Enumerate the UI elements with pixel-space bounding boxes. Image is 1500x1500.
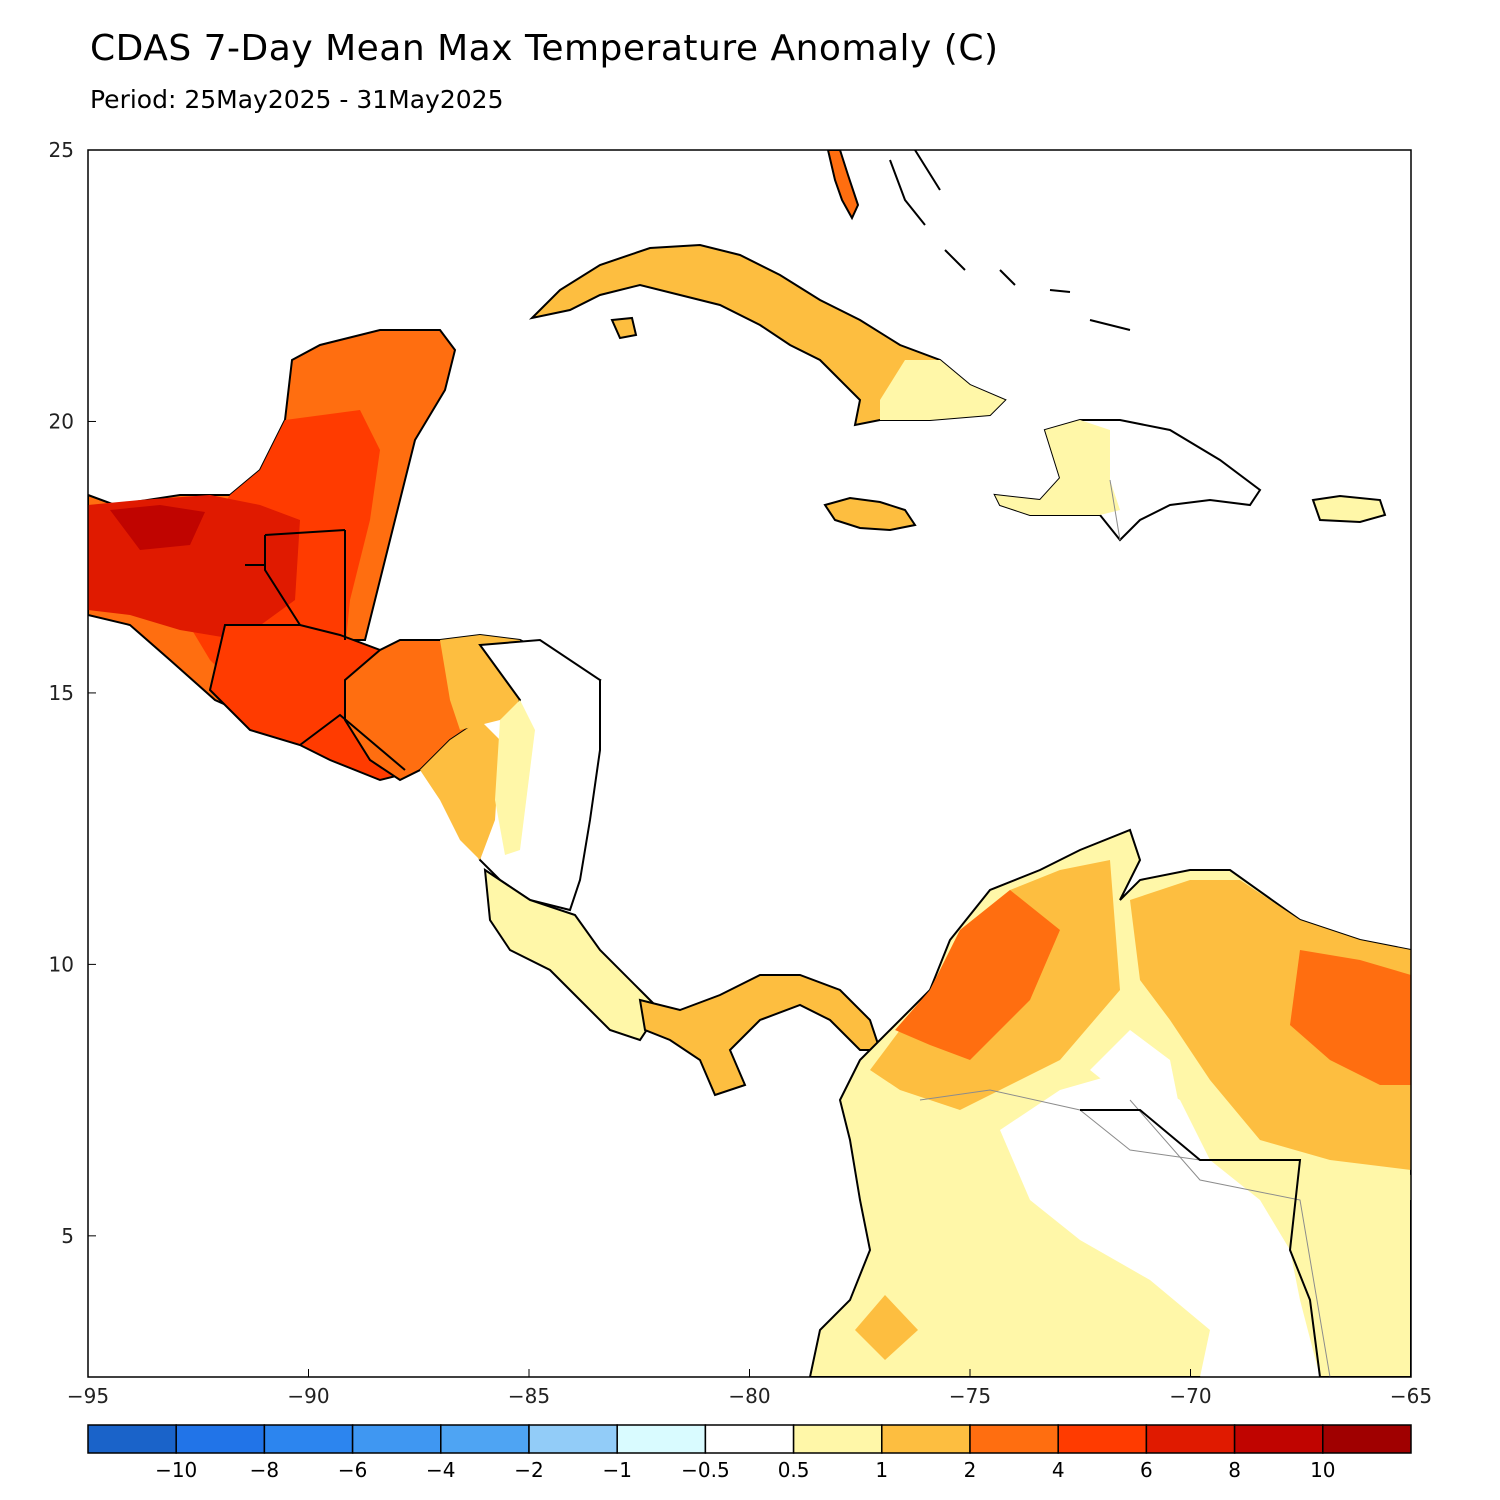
colorbar-swatch [1322,1424,1412,1454]
colorbar-swatch [1233,1424,1324,1454]
land-hispaniola [993,419,1262,542]
land-panama [638,974,882,1097]
land-puerto-rico [1311,494,1387,524]
colorbar-swatch [528,1424,618,1454]
colorbar-label: 0.5 [778,1458,810,1482]
y-tick-label: 25 [49,138,74,162]
land-nicaragua-west [420,720,500,860]
colorbar-label: 10 [1310,1458,1335,1482]
land-haiti [995,420,1120,515]
colorbar-label: 4 [1052,1458,1065,1482]
colorbar-label: −0.5 [681,1458,730,1482]
colorbar-swatch [704,1424,795,1454]
x-tick-label: −65 [1390,1384,1432,1408]
y-axis: 25 20 15 10 5 [49,138,96,1248]
colorbar-label: 6 [1140,1458,1153,1482]
land-florida [826,150,860,221]
colorbar-swatch [87,1424,177,1454]
x-tick-label: −70 [1169,1384,1211,1408]
land-venezuela [1130,880,1411,1170]
x-axis: −95 −90 −85 −80 −75 −70 −65 [67,1369,1432,1408]
colorbar-label: −1 [602,1458,631,1482]
chart-title: CDAS 7-Day Mean Max Temperature Anomaly … [90,28,999,69]
y-tick-label: 20 [49,409,74,433]
colorbar-label: −8 [250,1458,279,1482]
colorbar-label: −2 [514,1458,543,1482]
colorbar-label: 1 [875,1458,888,1482]
x-tick-label: −90 [287,1384,329,1408]
y-tick-label: 5 [61,1224,74,1248]
land-venezuela-core [1290,950,1411,1085]
land-jamaica [823,496,917,532]
land-bahamas [889,150,1131,331]
major-borders [245,529,1321,1377]
land-colombia-south-orange [855,1295,918,1360]
colorbar-swatch [881,1424,971,1454]
colorbar-label: 2 [964,1458,977,1482]
land-isla-juventud [610,316,638,340]
x-tick-label: −95 [67,1384,109,1408]
colorbar-label: −6 [338,1458,367,1482]
colorbar-swatch [440,1424,530,1454]
land-colombia-white2 [1090,1030,1180,1110]
y-tick-label: 15 [49,681,74,705]
x-tick-label: −85 [508,1384,550,1408]
colorbar-swatch [263,1424,354,1454]
colorbar-swatch [175,1424,266,1454]
land-nicaragua-strip [495,700,535,855]
map-content [88,150,1411,1377]
x-tick-label: −75 [949,1384,991,1408]
colorbar: −10 −8 −6 −4 −2 −1 −0.5 0.5 1 2 4 6 8 10 [87,1424,1412,1482]
land-colombia-north-core [895,890,1060,1060]
colorbar-swatch [1145,1424,1236,1454]
chart-subtitle: Period: 25May2025 - 31May2025 [90,85,504,114]
colorbar-swatch [1057,1424,1148,1454]
colorbar-swatch [616,1424,707,1454]
colorbar-swatch [969,1424,1059,1454]
land-cuba-east [880,360,1005,420]
colorbar-swatch [351,1424,442,1454]
colorbar-label: −4 [426,1458,455,1482]
colorbar-label: −10 [155,1458,197,1482]
land-costarica [483,867,662,1042]
land-tabasco-core [110,505,205,550]
y-tick-label: 10 [49,952,74,976]
colorbar-label: 8 [1228,1458,1241,1482]
colorbar-swatch [792,1424,883,1454]
land-venezuela-south [1290,1160,1411,1205]
x-tick-label: −80 [728,1384,770,1408]
land-colombia-white [1000,1070,1320,1377]
